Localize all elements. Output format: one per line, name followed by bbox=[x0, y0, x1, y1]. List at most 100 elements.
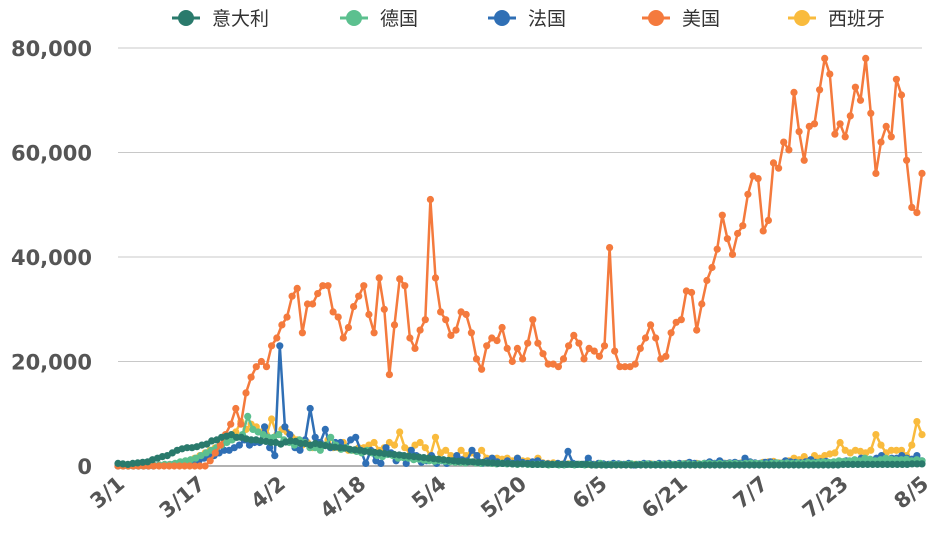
legend-label: 德国 bbox=[380, 8, 418, 30]
data-point bbox=[810, 120, 819, 128]
data-point bbox=[913, 418, 921, 426]
data-point bbox=[513, 460, 522, 468]
data-point bbox=[637, 461, 645, 469]
data-point bbox=[170, 462, 178, 470]
data-point bbox=[261, 423, 269, 431]
data-point bbox=[780, 138, 788, 146]
data-point bbox=[473, 452, 481, 460]
data-point bbox=[723, 235, 732, 243]
x-tick-label: 7/23 bbox=[798, 471, 853, 522]
data-point bbox=[454, 457, 462, 465]
legend-item-3[interactable]: 美国 bbox=[642, 8, 720, 30]
data-point bbox=[382, 444, 390, 452]
data-point bbox=[484, 459, 492, 467]
data-point bbox=[321, 425, 329, 433]
data-point bbox=[478, 446, 486, 454]
data-point bbox=[519, 355, 527, 363]
data-point bbox=[528, 460, 536, 468]
data-point bbox=[641, 334, 650, 342]
data-point bbox=[360, 282, 368, 290]
y-tick-label: 80,000 bbox=[11, 37, 92, 61]
data-point bbox=[575, 339, 583, 347]
data-point bbox=[918, 169, 926, 177]
data-point bbox=[677, 316, 685, 324]
data-point bbox=[918, 460, 926, 468]
x-tick-label: 7/7 bbox=[729, 471, 773, 513]
data-point bbox=[281, 423, 289, 431]
data-point bbox=[283, 313, 291, 321]
data-point bbox=[769, 159, 778, 167]
data-point bbox=[790, 88, 798, 96]
legend-item-0[interactable]: 意大利 bbox=[172, 8, 269, 30]
data-point bbox=[216, 441, 224, 449]
data-point bbox=[534, 339, 542, 347]
legend-marker bbox=[346, 10, 362, 26]
data-point bbox=[271, 452, 279, 460]
data-point bbox=[558, 460, 566, 468]
data-point bbox=[785, 461, 793, 469]
data-point bbox=[442, 446, 450, 454]
data-point bbox=[841, 133, 849, 141]
data-point bbox=[652, 334, 660, 342]
data-point bbox=[616, 363, 624, 371]
data-point bbox=[339, 334, 347, 342]
data-point bbox=[785, 146, 793, 154]
data-point bbox=[268, 415, 276, 423]
data-point bbox=[324, 282, 332, 290]
data-point bbox=[872, 169, 880, 177]
data-point bbox=[421, 444, 429, 452]
data-point bbox=[421, 316, 429, 324]
data-point bbox=[728, 250, 737, 258]
data-point bbox=[303, 300, 312, 308]
data-point bbox=[262, 363, 271, 371]
data-point bbox=[311, 433, 319, 441]
data-point bbox=[877, 138, 885, 146]
data-point bbox=[666, 461, 675, 469]
data-point bbox=[227, 420, 235, 428]
data-point bbox=[296, 446, 304, 454]
data-point bbox=[437, 308, 445, 316]
data-point bbox=[275, 431, 283, 439]
data-point bbox=[244, 412, 252, 420]
data-point bbox=[573, 460, 581, 468]
data-point bbox=[411, 344, 419, 352]
data-point bbox=[887, 446, 895, 454]
data-point bbox=[286, 431, 294, 439]
legend-item-2[interactable]: 法国 bbox=[488, 8, 566, 30]
data-point bbox=[478, 365, 486, 373]
data-point bbox=[836, 120, 844, 128]
legend-item-1[interactable]: 德国 bbox=[340, 8, 418, 30]
data-point bbox=[587, 461, 596, 469]
data-point bbox=[739, 222, 747, 230]
data-point bbox=[431, 433, 440, 441]
data-point bbox=[191, 462, 199, 470]
data-point bbox=[390, 441, 399, 449]
data-point bbox=[431, 274, 440, 282]
data-point bbox=[453, 452, 461, 460]
legend: 意大利 德国 法国 美国 西班牙 bbox=[172, 8, 885, 30]
legend-marker bbox=[178, 10, 194, 26]
data-point bbox=[667, 329, 675, 337]
legend-marker bbox=[494, 10, 510, 26]
legend-item-4[interactable]: 西班牙 bbox=[788, 8, 885, 30]
data-point bbox=[319, 282, 327, 290]
data-point bbox=[867, 109, 875, 117]
data-point bbox=[206, 457, 214, 465]
data-point bbox=[401, 282, 409, 290]
data-point bbox=[755, 461, 763, 469]
data-point bbox=[150, 462, 158, 470]
data-point bbox=[529, 316, 537, 324]
legend-marker bbox=[794, 10, 810, 26]
data-point bbox=[908, 203, 916, 211]
data-point bbox=[352, 433, 360, 441]
data-point bbox=[483, 342, 491, 350]
data-point bbox=[513, 454, 522, 462]
data-point bbox=[754, 175, 762, 183]
data-point bbox=[711, 461, 719, 469]
data-point bbox=[795, 128, 803, 136]
y-tick-label: 20,000 bbox=[11, 351, 92, 375]
data-point bbox=[508, 357, 516, 366]
data-point bbox=[740, 461, 749, 469]
data-point bbox=[362, 459, 370, 467]
